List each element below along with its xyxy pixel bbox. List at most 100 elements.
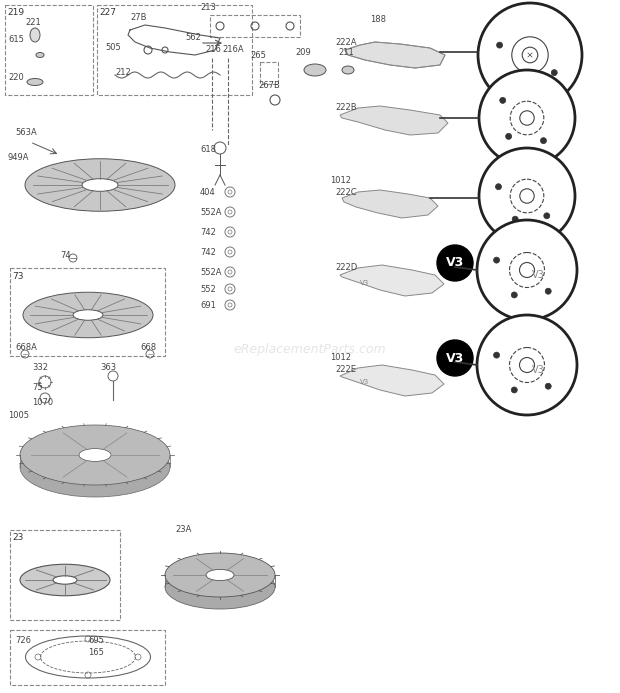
Polygon shape xyxy=(340,265,444,296)
Text: 1005: 1005 xyxy=(8,411,29,420)
Text: 668A: 668A xyxy=(15,343,37,352)
Ellipse shape xyxy=(30,28,40,42)
Text: 222D: 222D xyxy=(335,263,357,272)
Text: 23: 23 xyxy=(12,533,24,542)
Circle shape xyxy=(494,257,500,263)
Text: 27B: 27B xyxy=(130,13,146,22)
Circle shape xyxy=(437,245,473,281)
Circle shape xyxy=(512,216,518,222)
Bar xyxy=(5,5,93,95)
Circle shape xyxy=(506,133,511,139)
Circle shape xyxy=(500,97,506,103)
Text: V3: V3 xyxy=(360,280,370,286)
Ellipse shape xyxy=(73,310,103,320)
Text: 211: 211 xyxy=(338,48,354,57)
Circle shape xyxy=(512,292,517,298)
Bar xyxy=(260,62,278,84)
Ellipse shape xyxy=(165,553,275,597)
Text: 73: 73 xyxy=(12,272,24,281)
Text: 222B: 222B xyxy=(335,103,356,112)
Ellipse shape xyxy=(20,425,170,485)
Text: V3: V3 xyxy=(532,365,545,375)
Circle shape xyxy=(545,288,551,295)
Polygon shape xyxy=(342,190,438,218)
Bar xyxy=(97,5,252,95)
Text: 691: 691 xyxy=(200,301,216,310)
Text: 505: 505 xyxy=(105,43,121,52)
Circle shape xyxy=(495,184,502,190)
Text: 552: 552 xyxy=(200,285,216,294)
Text: 222C: 222C xyxy=(335,188,356,197)
Ellipse shape xyxy=(20,564,110,596)
Text: 188: 188 xyxy=(370,15,386,24)
Text: 220: 220 xyxy=(8,73,24,82)
Circle shape xyxy=(479,70,575,166)
Bar xyxy=(210,15,300,37)
Text: 219: 219 xyxy=(7,8,24,17)
Text: 742: 742 xyxy=(200,228,216,237)
Text: 222A: 222A xyxy=(335,38,356,47)
Circle shape xyxy=(478,3,582,107)
Ellipse shape xyxy=(165,565,275,609)
Ellipse shape xyxy=(53,576,77,584)
Text: 1012: 1012 xyxy=(330,176,351,185)
Circle shape xyxy=(477,220,577,320)
Text: 212: 212 xyxy=(115,68,131,77)
Circle shape xyxy=(512,387,517,393)
Text: 363: 363 xyxy=(100,363,116,372)
Circle shape xyxy=(497,42,503,48)
Text: 165: 165 xyxy=(88,648,104,657)
Text: 23A: 23A xyxy=(175,525,192,534)
Ellipse shape xyxy=(27,78,43,85)
Circle shape xyxy=(510,75,516,80)
Text: 209: 209 xyxy=(295,48,311,57)
Ellipse shape xyxy=(23,292,153,337)
Ellipse shape xyxy=(342,66,354,74)
Text: 75: 75 xyxy=(32,383,43,392)
Text: V3: V3 xyxy=(446,256,464,270)
Circle shape xyxy=(479,148,575,244)
Ellipse shape xyxy=(36,53,44,58)
Text: 1070: 1070 xyxy=(32,398,53,407)
Ellipse shape xyxy=(206,570,234,581)
Text: 742: 742 xyxy=(200,248,216,257)
Text: 563A: 563A xyxy=(15,128,37,137)
Ellipse shape xyxy=(304,64,326,76)
Circle shape xyxy=(437,340,473,376)
Text: V3: V3 xyxy=(360,379,370,385)
Text: 221: 221 xyxy=(25,18,41,27)
Text: 615: 615 xyxy=(8,35,24,44)
Text: 213: 213 xyxy=(200,3,216,12)
Text: 552A: 552A xyxy=(200,208,221,217)
Text: V3: V3 xyxy=(532,270,545,280)
Text: 618: 618 xyxy=(200,145,216,154)
Bar xyxy=(10,630,165,685)
Text: 726: 726 xyxy=(15,636,31,645)
Text: eReplacementParts.com: eReplacementParts.com xyxy=(234,344,386,356)
Text: 216A: 216A xyxy=(222,45,244,54)
Text: 1012: 1012 xyxy=(330,353,351,362)
Text: 949A: 949A xyxy=(8,153,30,162)
Circle shape xyxy=(541,138,546,143)
Text: V3: V3 xyxy=(446,351,464,365)
Text: 227: 227 xyxy=(99,8,116,17)
Bar xyxy=(10,268,165,356)
Text: 695: 695 xyxy=(88,636,104,645)
Polygon shape xyxy=(340,106,448,135)
Text: 332: 332 xyxy=(32,363,48,372)
Circle shape xyxy=(551,69,557,76)
Circle shape xyxy=(545,383,551,389)
Text: 668: 668 xyxy=(140,343,156,352)
Ellipse shape xyxy=(20,437,170,497)
Text: 265: 265 xyxy=(250,51,266,60)
Ellipse shape xyxy=(79,448,111,462)
Circle shape xyxy=(477,315,577,415)
Polygon shape xyxy=(345,42,445,68)
Text: 552A: 552A xyxy=(200,268,221,277)
Text: 216: 216 xyxy=(205,45,221,54)
Text: 267B: 267B xyxy=(258,81,280,90)
Text: 562: 562 xyxy=(185,33,201,42)
Text: 74: 74 xyxy=(60,251,71,260)
Circle shape xyxy=(544,213,550,219)
Ellipse shape xyxy=(25,159,175,211)
